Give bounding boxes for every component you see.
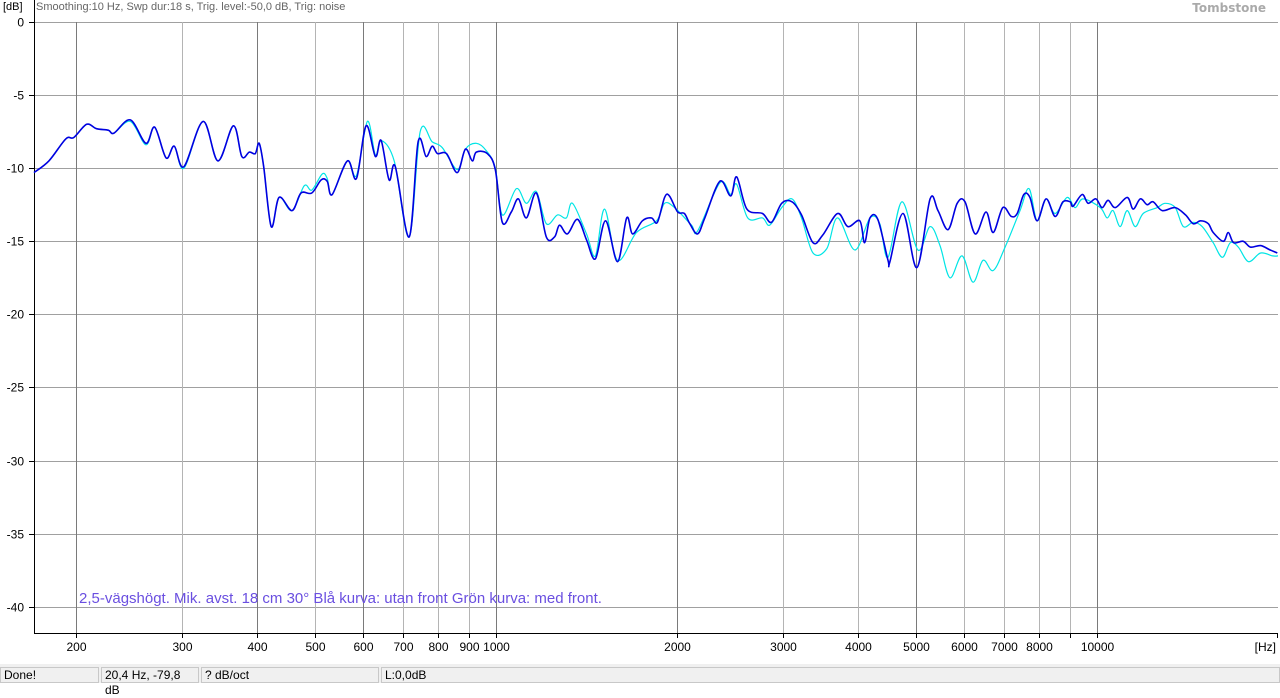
x-tick-label: 900 [459,640,479,654]
x-tick-label: 4000 [845,640,872,654]
chart-annotation: 2,5-vägshögt. Mik. avst. 18 cm 30° Blå k… [79,590,602,607]
x-tick-label: 2000 [664,640,691,654]
x-tick-label: 5000 [903,640,930,654]
x-tick-label: 7000 [991,640,1018,654]
x-tick-label: 200 [66,640,86,654]
x-tick-label: 700 [393,640,413,654]
y-axis: 0 -5 -10 -15 -20 -25 -30 -35 -40 [7,0,35,633]
x-tick-label: 8000 [1026,640,1053,654]
x-tick-label: 1000 [483,640,510,654]
frequency-response-chart[interactable]: 0 -5 -10 -15 -20 -25 -30 -35 -40 200 300 400 500 600… [0,0,1280,664]
status-cursor-readout: 20,4 Hz, -79,8 dB [101,667,199,697]
x-axis: 200 300 400 500 600 700 800 900 1000 2000 3000 4000… [34,633,1278,654]
y-tick-label: -20 [7,308,25,322]
y-tick-label: -30 [7,455,25,469]
y-axis-label: [dB] [3,1,23,13]
blue-curve [33,119,1278,269]
x-tick-label: 400 [247,640,267,654]
y-tick-label: -10 [7,162,25,176]
x-axis-label: [Hz] [1255,640,1276,654]
y-tick-label: -5 [13,89,24,103]
grid [34,22,1278,633]
x-tick-label: 600 [353,640,373,654]
status-slope: ? dB/oct [201,667,379,683]
x-tick-label: 800 [428,640,448,654]
x-tick-label: 3000 [770,640,797,654]
y-tick-label: 0 [17,16,24,30]
x-tick-label: 300 [172,640,192,654]
y-tick-label: -35 [7,528,25,542]
x-tick-label: 10000 [1081,640,1115,654]
x-tick-label: 500 [305,640,325,654]
y-tick-label: -40 [7,601,25,615]
measurement-settings: Smoothing:10 Hz, Swp dur:18 s, Trig. lev… [36,1,345,13]
status-level: L:0,0dB [381,667,1280,683]
x-tick-label: 6000 [951,640,978,654]
y-tick-label: -15 [7,235,25,249]
curves [33,119,1279,283]
y-tick-label: -25 [7,381,25,395]
status-state: Done! [0,667,99,683]
tombstone-logo: Tombstone [1192,1,1266,15]
